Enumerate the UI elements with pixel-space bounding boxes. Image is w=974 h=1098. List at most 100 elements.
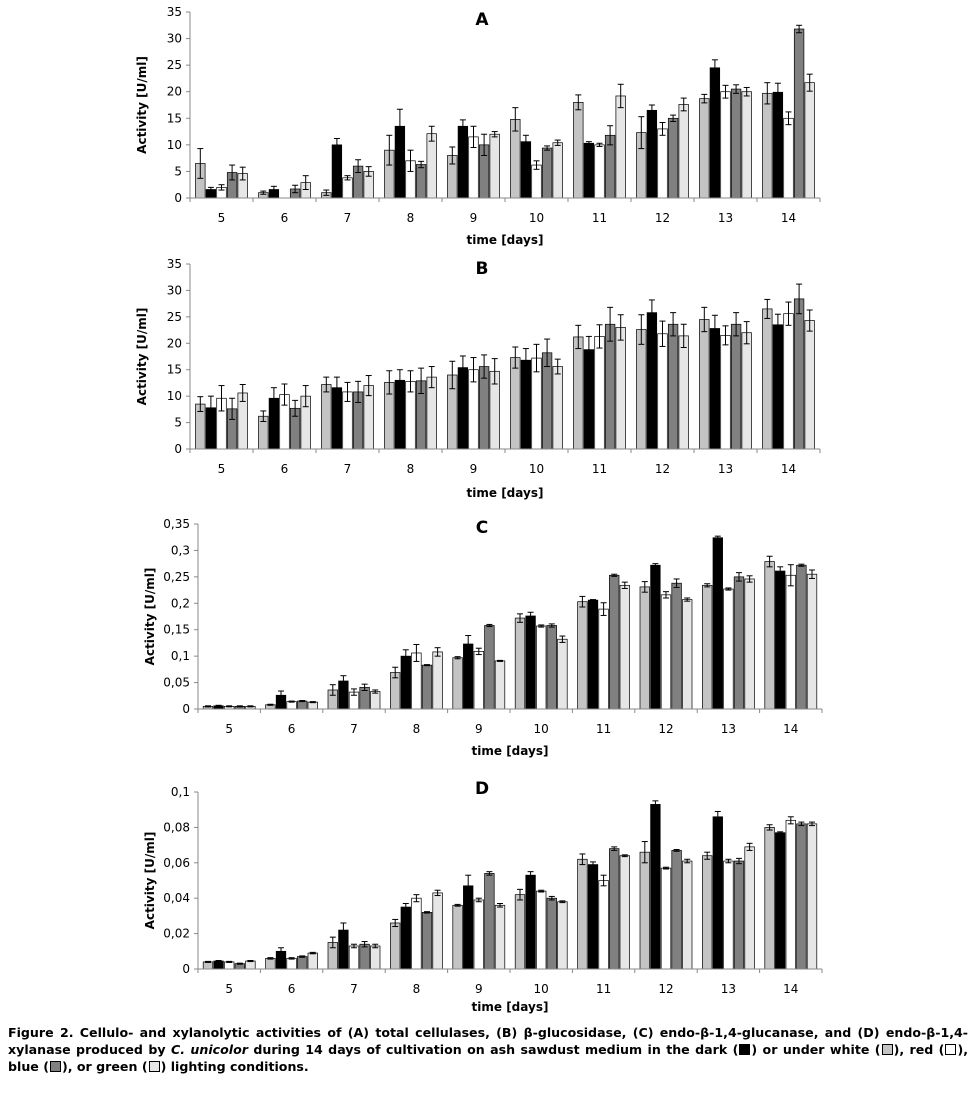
y-tick-label: 0,1 [171, 649, 190, 663]
bar [723, 860, 734, 970]
bar [678, 335, 689, 450]
bar [400, 655, 411, 710]
y-tick-label: 35 [167, 5, 182, 19]
bar [494, 660, 506, 710]
bar [546, 625, 557, 710]
y-tick-label: 25 [167, 58, 182, 72]
bar [577, 601, 588, 710]
bar [307, 701, 318, 710]
bar [699, 98, 710, 199]
bar [213, 960, 224, 970]
bar [514, 894, 526, 970]
caption-part-1: ) or under white ( [751, 1042, 881, 1057]
bar [657, 128, 668, 199]
bar [609, 574, 620, 710]
bar [573, 101, 584, 199]
bar [762, 308, 773, 450]
x-tick-label: 6 [281, 462, 289, 476]
legend-swatch-red [945, 1044, 957, 1055]
caption-lead: Figure 2. Cellulo- and xylanolytic activ… [8, 1025, 968, 1057]
bar [744, 578, 755, 710]
bar [411, 897, 422, 970]
bar [660, 594, 672, 710]
y-tick-label: 30 [167, 283, 182, 297]
bar [297, 956, 308, 970]
bar [421, 912, 433, 970]
y-tick-label: 30 [167, 32, 182, 46]
bar [473, 899, 484, 970]
y-tick-label: 15 [167, 363, 182, 377]
bar [265, 958, 276, 970]
bar [583, 349, 595, 450]
bar [764, 561, 775, 710]
bar [712, 537, 723, 710]
bar [494, 904, 506, 970]
bar [804, 82, 815, 199]
legend-swatch-green [148, 1061, 160, 1072]
bar [720, 335, 731, 450]
bar [712, 816, 723, 970]
x-tick-label: 13 [721, 982, 736, 996]
bar [682, 860, 693, 970]
bar [557, 638, 568, 710]
x-tick-label: 13 [718, 462, 733, 476]
bar [557, 901, 568, 970]
bar [415, 164, 427, 199]
bar [520, 359, 532, 450]
bar [546, 897, 557, 970]
bar [452, 904, 463, 970]
bar [541, 352, 553, 450]
bar [520, 141, 532, 199]
bar [783, 117, 794, 199]
y-tick-label: 0 [182, 702, 190, 716]
bar [671, 582, 682, 710]
x-axis-label: time [days] [472, 744, 549, 758]
bar [536, 625, 547, 710]
x-tick-label: 10 [529, 462, 544, 476]
x-tick-label: 12 [658, 722, 673, 736]
bar [785, 819, 796, 970]
bar [785, 574, 796, 710]
legend-swatch-dark [739, 1044, 751, 1055]
bar [741, 332, 752, 450]
bar [583, 142, 595, 199]
bar [702, 855, 713, 970]
y-tick-label: 0 [174, 191, 182, 205]
bar [525, 615, 536, 710]
x-tick-label: 6 [288, 722, 296, 736]
bar [639, 851, 650, 970]
bar [370, 945, 381, 970]
bar [720, 91, 731, 199]
bar [646, 109, 658, 199]
bar [730, 323, 742, 450]
bar [224, 961, 235, 970]
bar [796, 564, 807, 710]
y-tick-label: 10 [167, 389, 182, 403]
bar [370, 691, 381, 710]
x-tick-label: 14 [781, 462, 796, 476]
bar [331, 144, 343, 199]
bar [452, 657, 463, 710]
x-tick-label: 10 [534, 722, 549, 736]
x-tick-label: 9 [470, 462, 478, 476]
y-axis-label: Activity [U/ml] [143, 832, 157, 930]
bar [432, 651, 443, 710]
bar [598, 880, 609, 970]
bar [307, 952, 318, 970]
bar [699, 319, 710, 450]
y-tick-label: 10 [167, 138, 182, 152]
x-tick-label: 6 [288, 982, 296, 996]
bar [426, 133, 437, 199]
y-tick-label: 0,1 [171, 785, 190, 799]
bar [342, 177, 353, 199]
bar [463, 643, 474, 710]
x-tick-label: 8 [413, 722, 421, 736]
bar [709, 328, 721, 450]
x-tick-label: 9 [470, 211, 478, 225]
y-tick-label: 0,04 [163, 891, 190, 905]
bar [806, 573, 818, 710]
bar [321, 384, 332, 450]
y-tick-label: 0,25 [163, 570, 190, 584]
bar [636, 329, 647, 450]
